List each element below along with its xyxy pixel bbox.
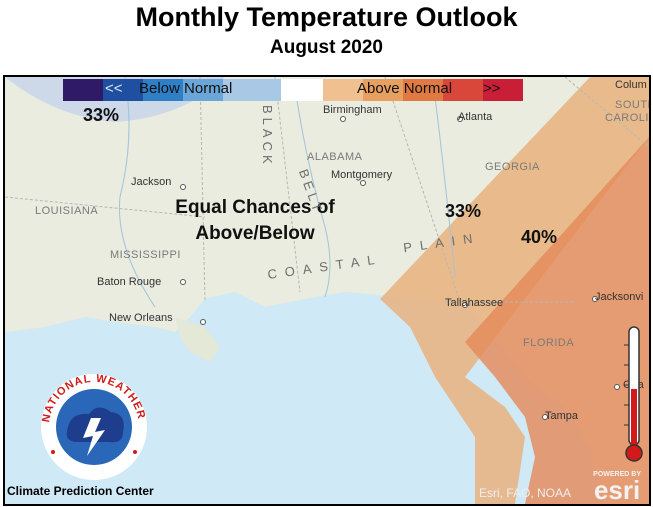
below-probability-label: 33%	[83, 105, 120, 125]
city-atlanta: Atlanta	[458, 111, 493, 123]
legend-above-arrows: >>	[483, 80, 501, 97]
city-jacksonville: Jacksonvi	[595, 291, 644, 303]
equal-chances-line1: Equal Chances of	[175, 197, 335, 218]
city-dots	[180, 116, 620, 420]
state-georgia: GEORGIA	[485, 161, 540, 173]
thermometer-icon	[624, 326, 643, 462]
equal-chances-label: Equal Chances of Above/Below	[170, 195, 340, 247]
city-tampa: Tampa	[545, 410, 579, 422]
legend-bar	[63, 79, 523, 101]
delta	[175, 317, 220, 362]
outlook-map[interactable]: << Below Normal Above Normal >> 33% Equa…	[3, 75, 651, 506]
state-louisiana: LOUISIANA	[35, 205, 99, 217]
city-birmingham: Birmingham	[323, 104, 382, 116]
legend-below-arrows: <<	[105, 80, 123, 97]
city-jackson: Jackson	[131, 176, 172, 188]
black-belt-label-1: BLACK	[260, 105, 275, 168]
map-canvas	[5, 77, 649, 504]
credit-label: Climate Prediction Center	[7, 484, 154, 498]
city-baton-rouge: Baton Rouge	[97, 276, 162, 288]
city-new-orleans: New Orleans	[109, 312, 173, 324]
state-mississippi: MISSISSIPPI	[110, 249, 181, 261]
state-alabama: ALABAMA	[307, 151, 363, 163]
esri-logo: POWERED BY esri	[593, 471, 641, 505]
equal-chances-line2: Above/Below	[195, 223, 315, 244]
state-florida: FLORIDA	[523, 337, 575, 349]
attribution-label: Esri, FAO, NOAA	[478, 486, 571, 500]
city-tallahassee: Tallahassee	[445, 297, 504, 309]
rivers	[118, 77, 456, 308]
city-columbia: Colum	[615, 79, 647, 91]
above-40-region	[465, 137, 649, 504]
state-south-carolina-1: SOUTH	[615, 99, 649, 111]
state-boundaries	[5, 77, 649, 303]
legend-below-label: Below Normal	[139, 80, 233, 97]
state-south-carolina-2: CAROLI	[605, 112, 649, 124]
above-40-label: 40%	[521, 227, 558, 247]
nws-logo-icon: NATIONAL WEATHER SERVICE	[39, 372, 147, 480]
map-title: Monthly Temperature Outlook	[135, 2, 518, 32]
legend-above-label: Above Normal	[357, 80, 453, 97]
map-subtitle: August 2020	[270, 37, 383, 58]
above-33-label: 33%	[445, 201, 482, 221]
city-montgomery: Montgomery	[331, 169, 393, 181]
